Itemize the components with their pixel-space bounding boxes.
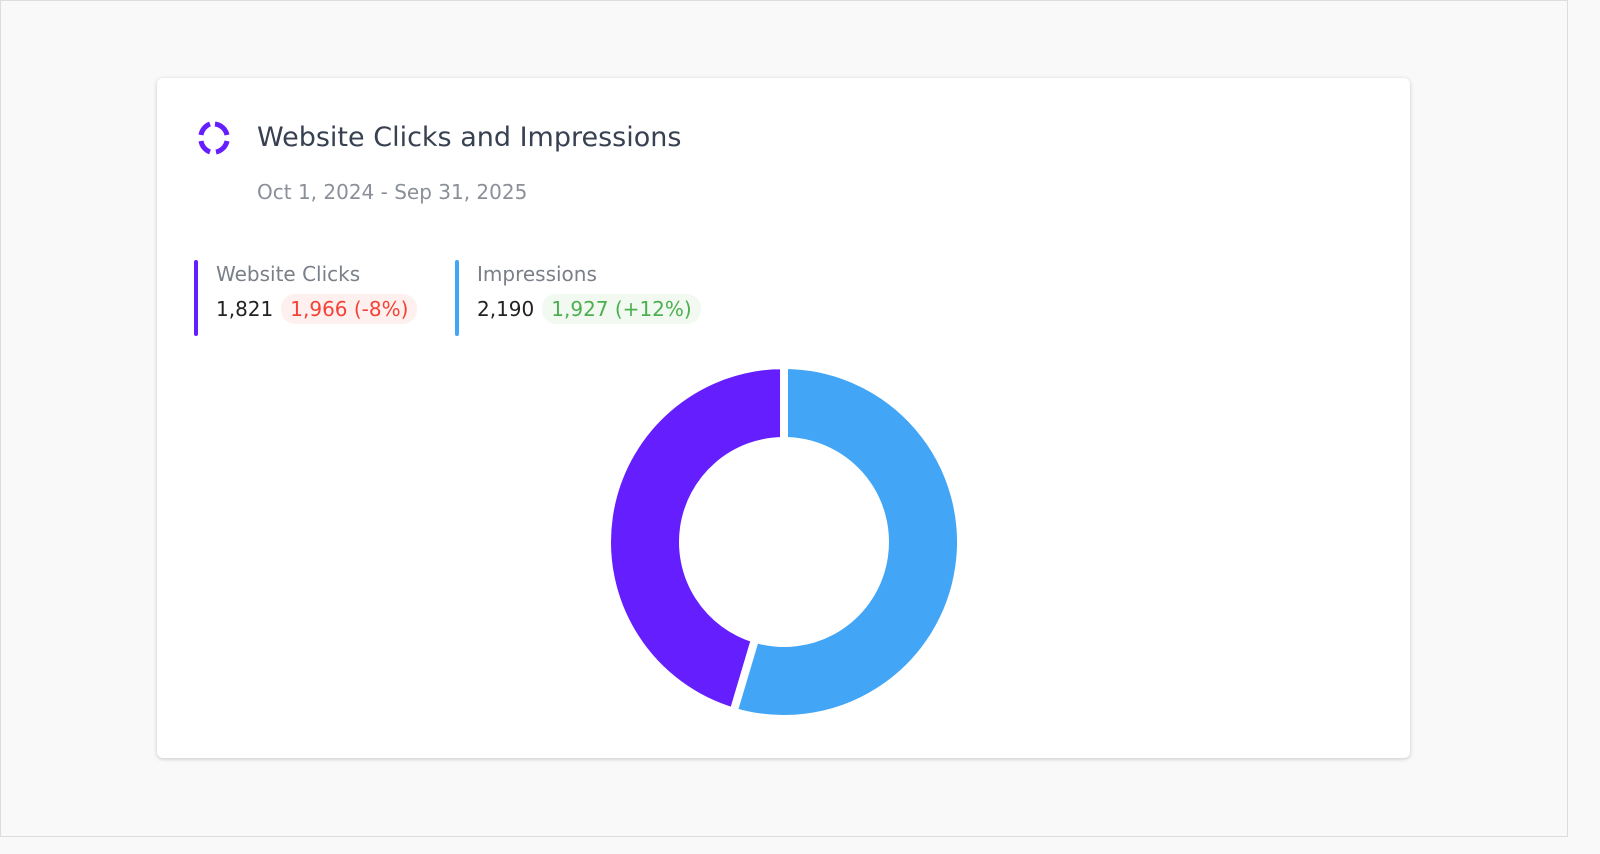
legend-item: Website Clicks 1,821 1,966 (-8%) [194, 260, 418, 336]
chart [198, 121, 965, 723]
title: Website Clicks and Impressions [257, 122, 682, 153]
legend-comparison: 1,966 (-8%) [281, 294, 418, 324]
icon-arc [215, 140, 230, 155]
icon-arc [214, 121, 230, 136]
legend-row: 2,190 1,927 (+12%) [477, 294, 701, 324]
icon-arc [198, 121, 212, 136]
subtitle: Oct 1, 2024 - Sep 31, 2025 [257, 180, 528, 204]
legend-value: 1,821 [216, 297, 274, 321]
icon-arc [198, 140, 212, 155]
donut-segment [729, 361, 965, 723]
legend-bar [455, 260, 459, 336]
card: Website Clicks and Impressions Oct 1, 20… [157, 78, 1410, 758]
donut-segment [603, 361, 788, 716]
legend-bar [194, 260, 198, 336]
legend-name: Website Clicks [216, 262, 361, 286]
legend-comparison: 1,927 (+12%) [542, 294, 701, 324]
legend-name: Impressions [477, 262, 597, 286]
legend-value: 2,190 [477, 297, 535, 321]
legend-item: Impressions 2,190 1,927 (+12%) [455, 260, 701, 336]
icon [198, 121, 230, 155]
legend-row: 1,821 1,966 (-8%) [216, 294, 418, 324]
